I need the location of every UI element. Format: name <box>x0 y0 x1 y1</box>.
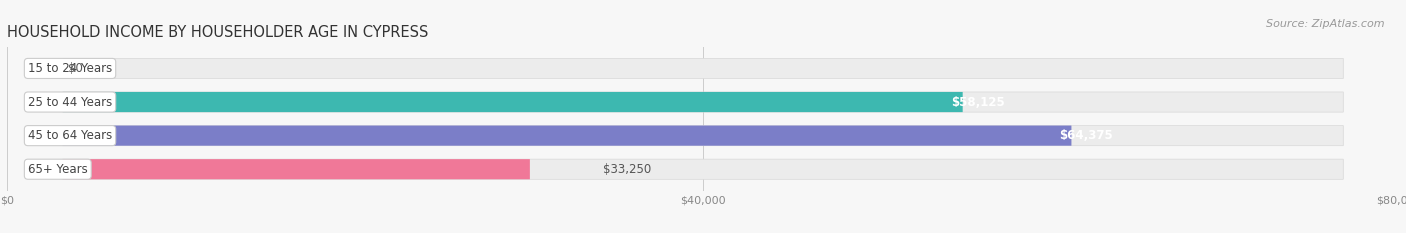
Text: 25 to 44 Years: 25 to 44 Years <box>28 96 112 109</box>
FancyBboxPatch shape <box>63 159 530 179</box>
Text: HOUSEHOLD INCOME BY HOUSEHOLDER AGE IN CYPRESS: HOUSEHOLD INCOME BY HOUSEHOLDER AGE IN C… <box>7 25 429 40</box>
FancyBboxPatch shape <box>63 58 1343 79</box>
Text: 65+ Years: 65+ Years <box>28 163 87 176</box>
Text: $0: $0 <box>67 62 83 75</box>
Text: $33,250: $33,250 <box>603 163 651 176</box>
FancyBboxPatch shape <box>63 92 963 112</box>
FancyBboxPatch shape <box>63 159 1343 179</box>
Text: $64,375: $64,375 <box>1060 129 1114 142</box>
Text: $58,125: $58,125 <box>950 96 1004 109</box>
Text: 15 to 24 Years: 15 to 24 Years <box>28 62 112 75</box>
FancyBboxPatch shape <box>63 126 1071 146</box>
Text: Source: ZipAtlas.com: Source: ZipAtlas.com <box>1267 19 1385 29</box>
FancyBboxPatch shape <box>63 92 1343 112</box>
FancyBboxPatch shape <box>63 126 1343 146</box>
Text: 45 to 64 Years: 45 to 64 Years <box>28 129 112 142</box>
